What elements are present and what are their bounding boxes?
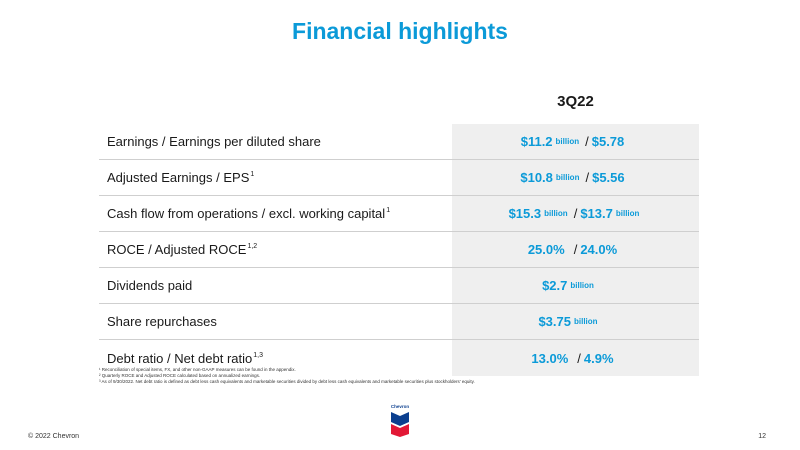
footnotes: ¹ Reconciliation of special items, FX, a…	[99, 367, 699, 385]
value-secondary: 4.9%	[583, 350, 614, 366]
value-unit: billion	[570, 281, 594, 290]
chevron-logo-icon	[391, 412, 409, 437]
table-row: Dividends paid $2.7 billion	[99, 268, 699, 304]
value-separator: /	[577, 350, 581, 366]
row-value: 13.0% /4.9%	[452, 340, 699, 376]
value-separator: /	[573, 242, 578, 257]
table-row: ROCE / Adjusted ROCE 1,2 25.0% /24.0%	[99, 232, 699, 268]
value-unit: billion	[555, 137, 580, 146]
row-value: $15.3 billion / $13.7 billion	[452, 196, 699, 231]
row-value: $10.8 billion / $5.56	[452, 160, 699, 195]
row-label-text: ROCE / Adjusted ROCE	[107, 242, 247, 257]
footnote-ref: 1	[386, 207, 391, 214]
row-label-text: Adjusted Earnings / EPS	[107, 170, 250, 185]
chevron-logo: Chevron	[386, 404, 414, 442]
value-primary: $15.3	[508, 206, 542, 221]
table-row: Adjusted Earnings / EPS 1 $10.8 billion / $5…	[99, 160, 699, 196]
row-label-text: Earnings / Earnings per diluted share	[107, 134, 321, 149]
value-primary: $11.2	[520, 134, 553, 149]
highlights-table: Earnings / Earnings per diluted share $1…	[99, 124, 699, 376]
value-secondary: $5.56	[592, 170, 625, 185]
page-title: Financial highlights	[292, 18, 508, 44]
footnote-ref: 1,3	[253, 351, 263, 359]
value-separator: /	[585, 170, 590, 185]
row-label-text: Share repurchases	[107, 314, 217, 329]
footnote: ² Quarterly ROCE and Adjusted ROCE calcu…	[99, 373, 261, 378]
row-label: Debt ratio / Net debt ratio 1,3	[99, 340, 452, 376]
value-unit: billion	[555, 173, 580, 182]
value-unit: billion	[544, 209, 568, 218]
row-label-text: Debt ratio / Net debt ratio	[107, 350, 253, 366]
row-label-text: Dividends paid	[107, 278, 193, 293]
value-secondary: $13.7	[580, 206, 613, 221]
value-separator: /	[585, 134, 589, 149]
footnote-ref: 1	[250, 171, 255, 178]
table-row: Debt ratio / Net debt ratio 1,3 13.0% /4.9…	[99, 340, 699, 376]
value-primary: 13.0%	[531, 350, 569, 366]
row-value: $3.75 billion	[452, 304, 699, 339]
value-secondary: 24.0%	[580, 242, 618, 257]
row-label: Share repurchases	[99, 304, 452, 339]
logo-text: Chevron	[390, 404, 410, 409]
page-number: 12	[758, 433, 766, 440]
row-label: Earnings / Earnings per diluted share	[99, 124, 452, 159]
row-value: 25.0% /24.0%	[452, 232, 699, 267]
value-primary: 25.0%	[527, 242, 565, 257]
footnote: ¹ Reconciliation of special items, FX, a…	[99, 367, 296, 372]
footnote: ³ As of 9/30/2022. Net debt ratio is def…	[99, 379, 475, 384]
row-label: Cash flow from operations / excl. workin…	[99, 196, 452, 231]
footnote-ref: 1,2	[247, 243, 258, 250]
row-value: $2.7 billion	[452, 268, 699, 303]
table-row: Cash flow from operations / excl. workin…	[99, 196, 699, 232]
value-secondary: $5.78	[591, 134, 625, 149]
copyright: © 2022 Chevron	[28, 433, 80, 440]
value-primary: $3.75	[538, 314, 571, 329]
value-unit: billion	[573, 317, 598, 326]
row-value: $11.2 billion / $5.78	[452, 124, 699, 159]
row-label: Dividends paid	[99, 268, 452, 303]
row-label: Adjusted Earnings / EPS 1	[99, 160, 452, 195]
column-header: 3Q22	[557, 93, 594, 110]
row-label-text: Cash flow from operations / excl. workin…	[107, 206, 386, 221]
row-label: ROCE / Adjusted ROCE 1,2	[99, 232, 452, 267]
value-primary: $2.7	[542, 278, 568, 293]
value-primary: $10.8	[520, 170, 553, 185]
table-row: Share repurchases $3.75 billion	[99, 304, 699, 340]
table-row: Earnings / Earnings per diluted share $1…	[99, 124, 699, 160]
value-separator: /	[573, 206, 578, 221]
value-unit: billion	[615, 209, 640, 218]
